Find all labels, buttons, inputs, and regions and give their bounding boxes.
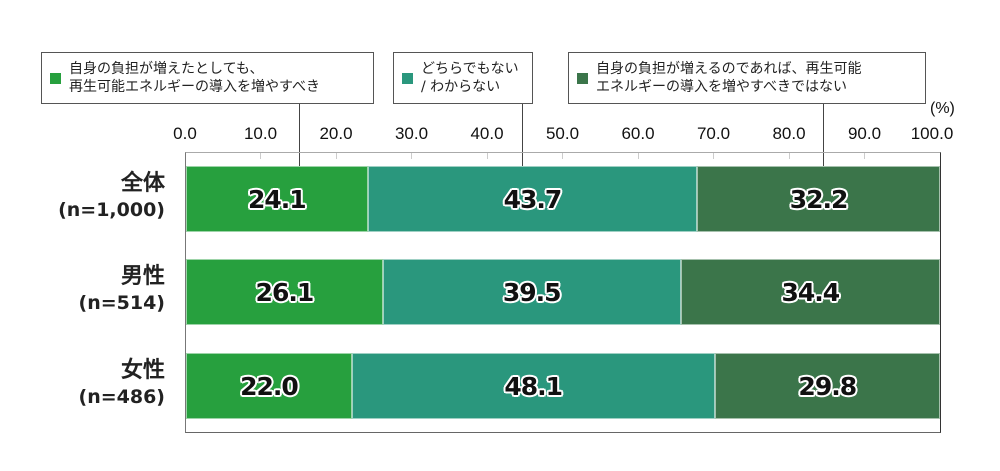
legend-label: どちらでもない / わからない	[421, 60, 519, 96]
bar-value-label: 43.7	[503, 184, 563, 214]
legend-connector-line	[299, 104, 300, 179]
legend-label-line2: / わからない	[421, 79, 501, 95]
bar-segment-support: 26.1	[186, 259, 383, 325]
bar-segment-oppose: 34.4	[680, 259, 940, 325]
legend-connector-line	[522, 104, 523, 179]
legend-label: 自身の負担が増えたとしても、 再生可能エネルギーの導入を増やすべき	[69, 60, 320, 96]
bar-segment-neutral: 39.5	[382, 259, 681, 325]
bar-segment-neutral: 48.1	[351, 353, 715, 419]
bar-segment-support: 22.0	[186, 353, 352, 419]
legend-swatch-teal-icon	[402, 72, 413, 84]
bar-segment-support: 24.1	[186, 166, 368, 232]
bar-value-label: 48.1	[504, 371, 563, 401]
bar-segment-oppose: 32.2	[697, 166, 940, 232]
legend-item-support-increase: 自身の負担が増えたとしても、 再生可能エネルギーの導入を増やすべき	[41, 52, 374, 104]
legend-item-oppose-increase: 自身の負担が増えるのであれば、再生可能 エネルギーの導入を増やすべきではない	[568, 52, 926, 104]
x-tick-label: 20.0	[319, 124, 353, 143]
category-name: 全体	[120, 171, 165, 196]
bar-value-label: 32.2	[789, 184, 849, 214]
x-tick-label: 40.0	[470, 124, 504, 143]
category-name: 女性	[120, 358, 165, 383]
legend-label-line1: どちらでもない	[421, 61, 519, 77]
x-tick-label: 80.0	[772, 124, 806, 143]
bar-value-label: 26.1	[255, 277, 315, 307]
legend-label-line1: 自身の負担が増えたとしても、	[69, 61, 264, 77]
legend-connector-line	[823, 104, 824, 179]
axis-tick-mark	[487, 153, 488, 159]
x-tick-label: 90.0	[847, 124, 882, 143]
category-label-male: 男性 (n=514)	[79, 263, 165, 315]
axis-unit-label: (%)	[930, 100, 955, 117]
legend-label-line2: エネルギーの導入を増やすべきではない	[596, 79, 848, 95]
bar-segment-neutral: 43.7	[367, 166, 698, 232]
category-sample-size: (n=1,000)	[58, 199, 165, 221]
x-tick-label: 0.0	[173, 124, 197, 143]
bar-row-male: 26.1 39.5 34.4	[186, 259, 940, 325]
bar-value-label: 39.5	[502, 277, 562, 307]
bar-value-label: 22.0	[240, 371, 299, 401]
bar-row-female: 22.0 48.1 29.8	[186, 353, 940, 419]
axis-tick-mark	[789, 153, 790, 159]
bar-value-label: 24.1	[248, 184, 307, 214]
x-tick-label: 10.0	[243, 124, 278, 143]
plot-area-frame	[185, 152, 941, 433]
bar-value-label: 34.4	[781, 277, 840, 307]
axis-tick-mark	[260, 153, 261, 159]
x-tick-label: 100.0	[910, 124, 954, 143]
category-label-all: 全体 (n=1,000)	[58, 170, 165, 222]
legend-label-line1: 自身の負担が増えるのであれば、再生可能	[596, 61, 862, 77]
axis-tick-mark	[638, 153, 639, 159]
axis-tick-mark	[336, 153, 337, 159]
bar-value-label: 29.8	[798, 371, 857, 401]
x-tick-label: 30.0	[394, 124, 429, 143]
category-sample-size: (n=514)	[78, 292, 165, 314]
legend-swatch-green-icon	[50, 72, 61, 84]
bar-segment-oppose: 29.8	[714, 353, 940, 419]
legend-item-neutral: どちらでもない / わからない	[393, 52, 533, 104]
category-sample-size: (n=486)	[78, 386, 165, 408]
x-tick-label: 70.0	[696, 124, 731, 143]
axis-tick-mark	[411, 153, 412, 159]
legend-label: 自身の負担が増えるのであれば、再生可能 エネルギーの導入を増やすべきではない	[596, 60, 861, 96]
x-tick-label: 60.0	[621, 124, 655, 143]
category-name: 男性	[120, 264, 165, 289]
axis-tick-mark	[562, 153, 563, 159]
legend-swatch-dark-green-icon	[577, 72, 588, 84]
category-label-female: 女性 (n=486)	[79, 357, 165, 409]
axis-tick-mark	[864, 153, 865, 159]
x-tick-label: 50.0	[545, 124, 580, 143]
legend-label-line2: 再生可能エネルギーの導入を増やすべき	[69, 79, 321, 95]
bar-row-all: 24.1 43.7 32.2	[186, 166, 940, 232]
axis-tick-mark	[713, 153, 714, 159]
